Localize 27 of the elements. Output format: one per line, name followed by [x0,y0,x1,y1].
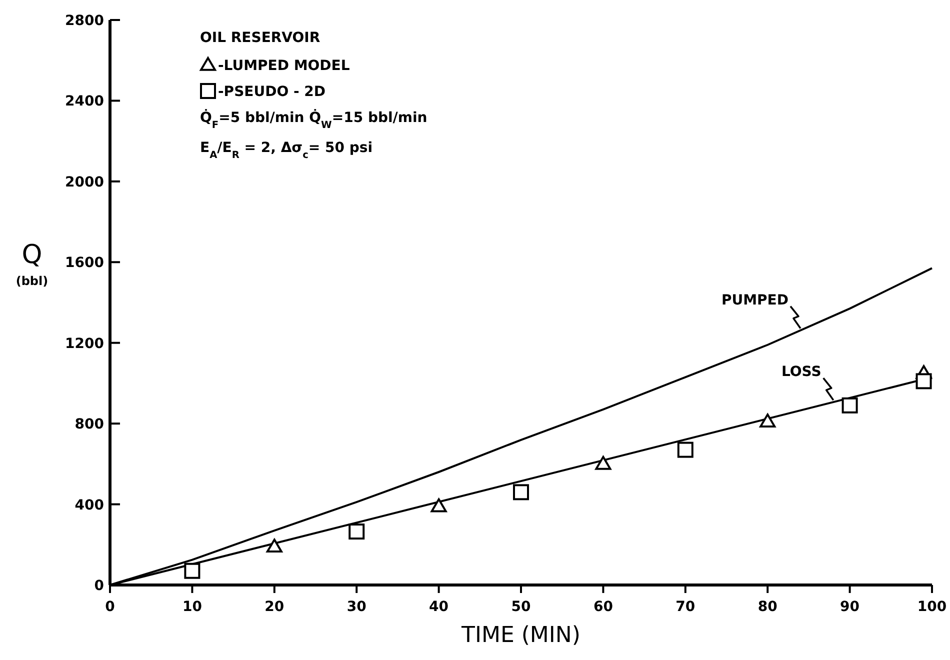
x-tick-label: 30 [346,599,367,615]
y-tick-label: 800 [74,416,104,433]
x-tick-label: 90 [840,599,860,615]
series-label: LOSS [781,364,822,380]
x-tick-label: 80 [758,599,778,615]
x-axis-title: TIME (MIN) [460,623,580,648]
y-tick-label: 1200 [65,336,104,352]
y-tick-label: 2800 [65,13,104,29]
x-tick-label: 100 [917,599,947,615]
y-tick-label: 2400 [65,94,104,110]
y-tick-label: 400 [74,497,104,514]
x-tick-label: 40 [429,599,449,615]
y-tick-label: 1600 [65,255,104,272]
x-tick-label: 70 [676,599,696,615]
x-tick-label: 10 [182,599,202,615]
x-tick-label: 50 [511,599,531,615]
annotation: Q̇$_{F}$=5 bbl/min Q̇$_{W}$=15 bbl/min [200,108,428,130]
x-tick-label: 20 [264,599,284,615]
annotation: E$_{A}$/E$_{R}$ = 2, Δσ$_{c}$= 50 psi [200,140,372,160]
legend-label: -PSEUDO - 2D [218,84,326,100]
y-tick-label: 2000 [65,174,104,190]
x-tick-label: 0 [105,599,116,615]
annotation: OIL RESERVOIR [200,30,320,46]
legend-label: -LUMPED MODEL [218,58,350,74]
x-tick-label: 60 [593,599,614,615]
y-tick-label: 0 [94,578,104,594]
series-label: PUMPED [721,292,788,308]
